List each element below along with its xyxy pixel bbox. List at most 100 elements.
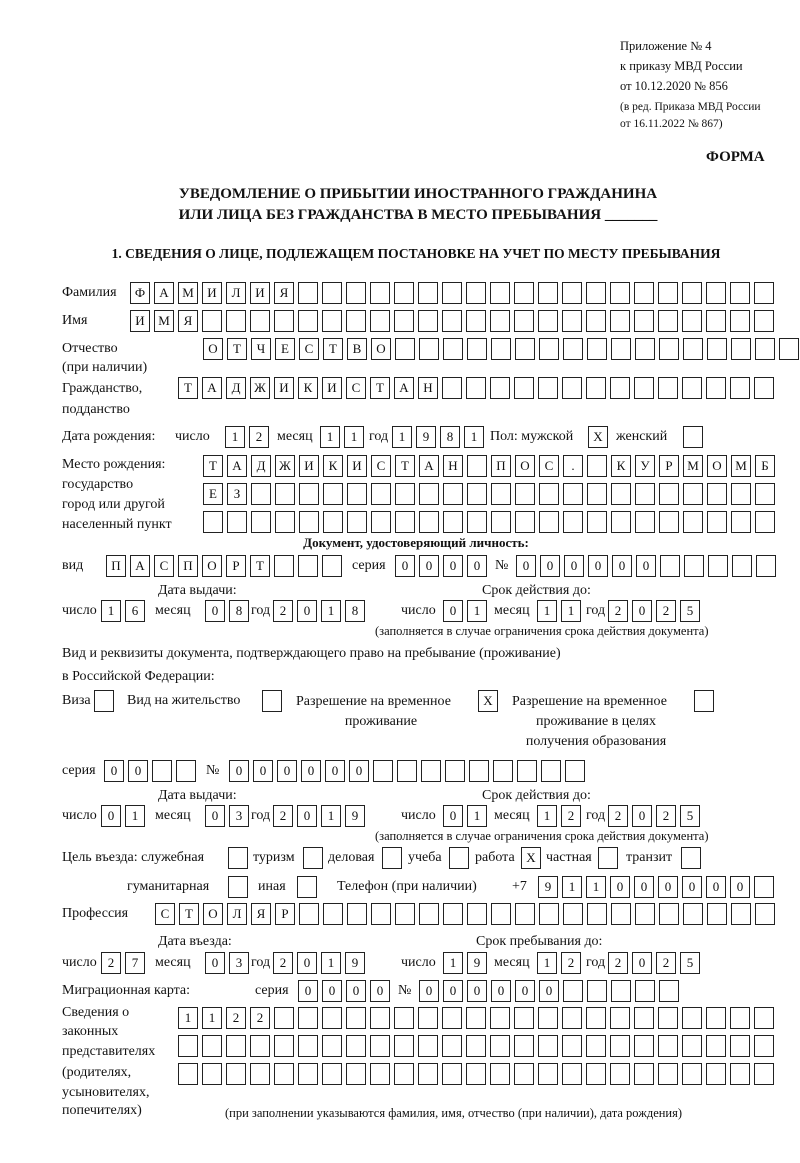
char-box[interactable]: Р (275, 903, 295, 925)
char-box[interactable] (346, 1063, 366, 1085)
char-box[interactable]: 7 (125, 952, 145, 974)
char-box[interactable]: 1 (125, 805, 145, 827)
char-box[interactable] (373, 760, 393, 782)
char-box[interactable] (226, 1035, 246, 1057)
char-box[interactable] (274, 1035, 294, 1057)
char-box[interactable] (538, 1063, 558, 1085)
char-box[interactable] (732, 555, 752, 577)
char-box[interactable] (370, 1035, 390, 1057)
char-box[interactable] (610, 1035, 630, 1057)
char-box[interactable]: С (155, 903, 175, 925)
char-box[interactable] (467, 455, 487, 477)
char-box[interactable] (659, 903, 679, 925)
char-box[interactable] (538, 1035, 558, 1057)
char-box[interactable]: 2 (608, 805, 628, 827)
char-box[interactable] (562, 282, 582, 304)
char-box[interactable] (706, 310, 726, 332)
char-box[interactable]: 5 (680, 805, 700, 827)
char-box[interactable] (449, 847, 469, 869)
char-box[interactable] (707, 483, 727, 505)
char-box[interactable]: Е (203, 483, 223, 505)
char-box[interactable] (178, 1063, 198, 1085)
char-box[interactable]: 0 (515, 980, 535, 1002)
char-box[interactable]: М (154, 310, 174, 332)
char-box[interactable]: О (707, 455, 727, 477)
char-box[interactable]: 0 (298, 980, 318, 1002)
char-box[interactable]: 1 (392, 426, 412, 448)
char-box[interactable]: 1 (344, 426, 364, 448)
char-box[interactable] (275, 483, 295, 505)
char-box[interactable] (635, 511, 655, 533)
char-box[interactable] (421, 760, 441, 782)
char-box[interactable] (660, 555, 680, 577)
char-box[interactable]: 2 (273, 600, 293, 622)
char-box[interactable] (250, 310, 270, 332)
char-box[interactable]: С (299, 338, 319, 360)
char-box[interactable] (754, 377, 774, 399)
char-box[interactable] (490, 282, 510, 304)
char-box[interactable] (706, 1035, 726, 1057)
char-box[interactable]: 0 (730, 876, 750, 898)
char-box[interactable] (515, 511, 535, 533)
char-box[interactable] (730, 282, 750, 304)
char-box[interactable]: X (588, 426, 608, 448)
char-box[interactable] (755, 511, 775, 533)
char-box[interactable] (202, 310, 222, 332)
char-box[interactable]: И (299, 455, 319, 477)
char-box[interactable] (587, 338, 607, 360)
char-box[interactable] (565, 760, 585, 782)
char-box[interactable]: А (419, 455, 439, 477)
char-box[interactable]: 1 (537, 600, 557, 622)
char-box[interactable]: 0 (205, 952, 225, 974)
char-box[interactable] (611, 903, 631, 925)
char-box[interactable] (347, 511, 367, 533)
char-box[interactable]: 0 (104, 760, 124, 782)
char-box[interactable] (371, 511, 391, 533)
char-box[interactable] (635, 338, 655, 360)
sex-male-checkbox[interactable]: X (588, 426, 608, 448)
char-box[interactable] (394, 1007, 414, 1029)
char-box[interactable] (610, 282, 630, 304)
char-box[interactable]: Л (226, 282, 246, 304)
char-box[interactable] (299, 511, 319, 533)
char-box[interactable] (298, 310, 318, 332)
char-box[interactable]: 2 (250, 1007, 270, 1029)
char-box[interactable]: 0 (491, 980, 511, 1002)
char-box[interactable] (587, 455, 607, 477)
char-box[interactable] (539, 903, 559, 925)
char-box[interactable]: 9 (416, 426, 436, 448)
char-box[interactable] (394, 1063, 414, 1085)
char-box[interactable] (562, 1063, 582, 1085)
char-box[interactable] (322, 1007, 342, 1029)
char-box[interactable]: Я (178, 310, 198, 332)
char-box[interactable] (394, 1035, 414, 1057)
char-box[interactable] (754, 1035, 774, 1057)
char-box[interactable] (586, 1007, 606, 1029)
char-box[interactable] (587, 980, 607, 1002)
char-box[interactable]: 5 (680, 952, 700, 974)
char-box[interactable]: О (203, 338, 223, 360)
char-box[interactable] (538, 310, 558, 332)
residence-checkbox[interactable] (262, 690, 282, 712)
char-box[interactable] (515, 483, 535, 505)
char-box[interactable] (346, 1035, 366, 1057)
char-box[interactable]: 0 (588, 555, 608, 577)
char-box[interactable]: 0 (297, 600, 317, 622)
char-box[interactable]: К (323, 455, 343, 477)
char-box[interactable] (731, 511, 751, 533)
char-box[interactable]: 2 (656, 600, 676, 622)
char-box[interactable]: 1 (202, 1007, 222, 1029)
char-box[interactable] (611, 338, 631, 360)
char-box[interactable] (490, 310, 510, 332)
char-box[interactable] (299, 903, 319, 925)
char-box[interactable]: С (154, 555, 174, 577)
char-box[interactable]: 1 (321, 952, 341, 974)
char-box[interactable] (418, 310, 438, 332)
char-box[interactable]: С (346, 377, 366, 399)
char-box[interactable]: 0 (516, 555, 536, 577)
